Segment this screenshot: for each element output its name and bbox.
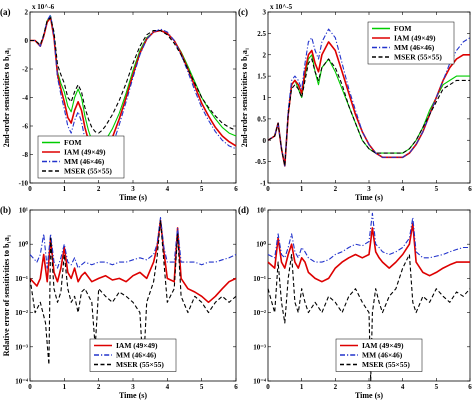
legend-entry: MSER (55×55) <box>362 360 410 369</box>
x-tick-label: 3 <box>131 185 135 193</box>
x-tick-label: 6 <box>234 185 238 193</box>
legend-entry: MM (46×46) <box>362 351 403 360</box>
legend-entry: IAM (49×49) <box>116 341 158 350</box>
legend-entry: IAM (49×49) <box>362 341 404 350</box>
x-tick-label: 1 <box>63 185 67 193</box>
series-line-iam <box>267 41 470 167</box>
panel-b: 0 1 2 3 4 5 6 10¹ 10⁰ 10⁻¹ 10⁻² 10⁻³ 10⁻⁴ Time (s) Rel… <box>0 205 238 400</box>
panel-label: (a) <box>0 7 11 17</box>
legend-entry: MSER (55×55) <box>116 360 164 369</box>
y-tick-label: 2.5 <box>257 30 266 38</box>
legend-entry: FOM <box>64 138 82 147</box>
x-tick-label: 1 <box>300 383 304 391</box>
series-line-mm <box>267 28 471 167</box>
y-tick-label: 0 <box>25 37 29 45</box>
panel-d: 0 1 2 3 4 5 6 10¹ 10⁰ 10⁻¹ 10⁻² 10⁻³ 10⁻⁴ Time (s) (d)… <box>238 205 472 400</box>
legend-entry: IAM (49×49) <box>64 148 106 157</box>
y-tick-label: 10⁻¹ <box>15 275 28 283</box>
x-tick-label: 0 <box>266 383 270 391</box>
panel-c: 0 1 2 3 4 5 6 3 2.5 2 1.5 1 0.5 0 -0.5 -1 x 10^-5 Time (s… <box>238 3 472 202</box>
y-scale-note: x 10^-6 <box>32 3 55 11</box>
y-tick-label: 10⁻³ <box>15 343 28 351</box>
series-line-mm <box>267 212 470 263</box>
x-tick-label: 5 <box>435 185 439 193</box>
y-tick-label: 1 <box>263 94 267 102</box>
y-tick-label: 10¹ <box>257 207 266 215</box>
y-tick-label: -0.5 <box>255 158 267 166</box>
x-tick-label: 1 <box>63 383 67 391</box>
series-line-mm <box>29 217 237 269</box>
y-tick-label: 10¹ <box>19 207 28 215</box>
legend-entry: MSER (55×55) <box>64 167 112 176</box>
x-axis-label: Time (s) <box>119 391 147 400</box>
legend-entry: IAM (49×49) <box>394 34 436 43</box>
panel-label: (b) <box>0 205 11 215</box>
x-tick-label: 4 <box>401 383 405 391</box>
series-line-mser <box>30 17 237 134</box>
y-tick-label: 10⁻⁴ <box>253 378 267 386</box>
x-tick-label: 4 <box>166 383 170 391</box>
series-line-iam <box>29 219 237 304</box>
x-tick-label: 0 <box>266 185 270 193</box>
y-tick-label: 0.5 <box>257 115 266 123</box>
x-tick-label: 6 <box>468 383 472 391</box>
x-tick-label: 5 <box>200 185 204 193</box>
legend-entry: MM (46×46) <box>64 157 105 166</box>
legend-entry: FOM <box>394 24 412 33</box>
panel-label: (d) <box>238 205 249 215</box>
x-tick-label: 5 <box>435 383 439 391</box>
y-axis-label: 2nd-order sensitivities to b₁a₁ <box>240 47 249 147</box>
y-scale-note: x 10^-5 <box>270 3 293 11</box>
legend-entry: MSER (55×55) <box>394 53 442 62</box>
series-line-mser <box>267 58 470 167</box>
x-tick-label: 0 <box>28 185 32 193</box>
x-tick-label: 5 <box>200 383 204 391</box>
x-tick-label: 2 <box>334 383 338 391</box>
x-tick-label: 3 <box>367 383 371 391</box>
y-tick-label: 3 <box>263 9 267 17</box>
y-tick-label: -8 <box>22 151 28 159</box>
series-line-mser <box>29 219 237 372</box>
y-tick-label: 10⁰ <box>18 241 28 249</box>
y-tick-label: 10⁻⁴ <box>15 378 29 386</box>
y-tick-label: 10⁻¹ <box>253 275 266 283</box>
legend-entry: MM (46×46) <box>394 43 435 52</box>
y-axis-label: Relative error of sensitivities to b₁a₁ <box>2 234 11 356</box>
panel-label: (c) <box>238 7 248 17</box>
y-tick-label: 0 <box>263 137 267 145</box>
x-tick-label: 2 <box>97 185 101 193</box>
y-tick-label: 2 <box>263 51 267 59</box>
y-tick-label: -1 <box>260 180 266 188</box>
y-axis-label: 2nd-order sensitivities to b₁a₁ <box>2 47 11 147</box>
x-tick-label: 4 <box>401 185 405 193</box>
y-tick-label: 1.5 <box>257 73 266 81</box>
x-tick-label: 2 <box>97 383 101 391</box>
y-tick-label: -4 <box>22 94 28 102</box>
legend-entry: MM (46×46) <box>116 351 157 360</box>
panel-a: 0 1 2 3 4 5 6 2 0 -2 -4 -6 -8 -10 x 10^-6 Time (s) 2nd-o… <box>0 3 238 202</box>
x-tick-label: 6 <box>234 383 238 391</box>
y-tick-label: 2 <box>25 9 29 17</box>
x-axis-label: Time (s) <box>119 193 147 202</box>
x-axis-label: Time (s) <box>355 193 383 202</box>
x-tick-label: 2 <box>334 185 338 193</box>
x-tick-label: 0 <box>28 383 32 391</box>
x-tick-label: 6 <box>468 185 472 193</box>
y-tick-label: 10⁻² <box>253 309 266 317</box>
y-tick-label: 10⁻² <box>15 309 28 317</box>
series-line-iam <box>267 222 470 283</box>
x-tick-label: 1 <box>300 185 304 193</box>
y-tick-label: 10⁻³ <box>253 343 266 351</box>
x-tick-label: 3 <box>367 185 371 193</box>
y-tick-label: -10 <box>19 180 29 188</box>
y-tick-label: 10⁰ <box>256 241 266 249</box>
x-tick-label: 4 <box>166 185 170 193</box>
y-tick-label: -2 <box>22 66 28 74</box>
y-tick-label: -6 <box>22 123 28 131</box>
series-line-mser <box>267 253 471 382</box>
x-tick-label: 3 <box>131 383 135 391</box>
x-axis-label: Time (s) <box>355 391 383 400</box>
